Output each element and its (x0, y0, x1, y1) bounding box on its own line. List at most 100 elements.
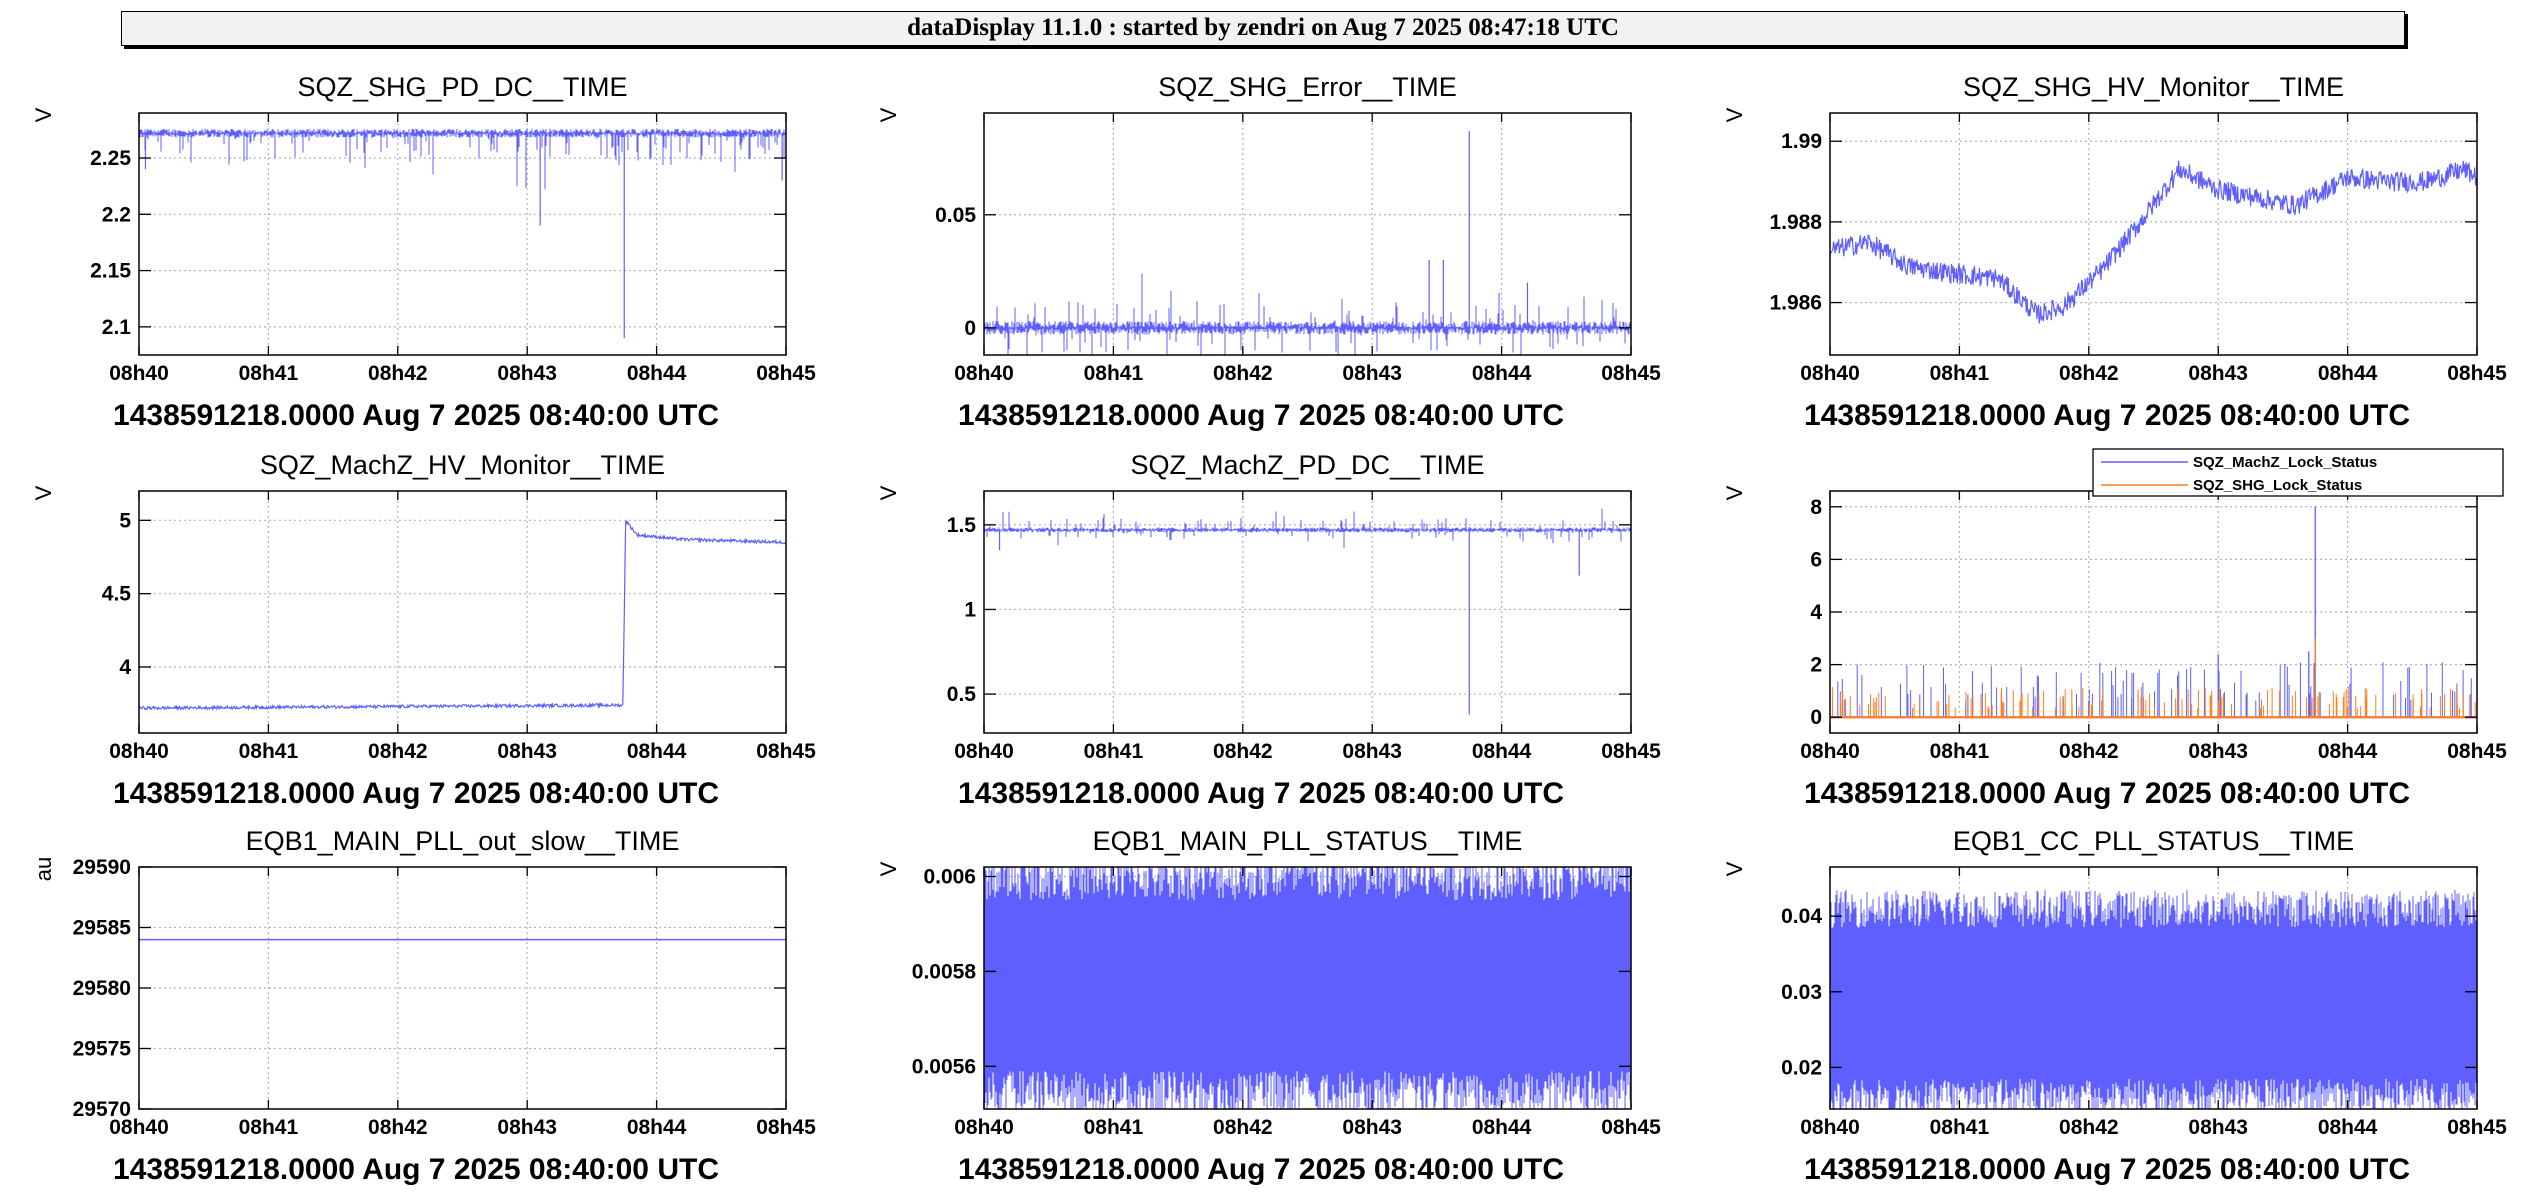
y-tick-label: 1 (964, 598, 976, 621)
plot-frame (983, 112, 1632, 356)
legend: SQZ_MachZ_Lock_Status SQZ_SHG_Lock_Status (2092, 448, 2504, 497)
y-axis-label: V (31, 107, 56, 122)
y-axis-label: V (876, 861, 901, 876)
x-tick-label: 08h41 (1930, 362, 1990, 385)
y-tick-label: 5 (119, 509, 131, 532)
x-tick-label: 08h45 (2447, 1116, 2507, 1139)
y-tick-label: 0.03 (1781, 981, 1822, 1004)
time-caption: 1438591218.0000 Aug 7 2025 08:40:00 UTC (958, 777, 1564, 810)
x-tick-label: 08h44 (627, 362, 687, 385)
legend-box (2092, 448, 2504, 497)
x-tick-label: 08h44 (627, 1116, 687, 1139)
time-caption: 1438591218.0000 Aug 7 2025 08:40:00 UTC (1804, 399, 2410, 432)
plot-area (139, 491, 786, 733)
x-tick-label: 08h45 (2447, 740, 2507, 763)
x-tick-label: 08h42 (1213, 740, 1273, 763)
y-tick-label: 4.5 (102, 583, 132, 606)
x-tick-label: 08h43 (1342, 740, 1402, 763)
x-tick-label: 08h42 (1213, 362, 1273, 385)
plot-area (1830, 491, 2477, 733)
x-tick-label: 08h42 (1213, 1116, 1273, 1139)
y-tick-label: 1.986 (1769, 292, 1822, 315)
x-tick-label: 08h43 (497, 1116, 557, 1139)
y-tick-label: 2.25 (90, 147, 131, 170)
x-tick-label: 08h41 (239, 1116, 299, 1139)
series-sqz-machz-lock-status (1837, 662, 2472, 718)
y-tick-label: 29570 (73, 1098, 131, 1121)
series-group (1830, 506, 2477, 719)
y-tick-label: 29585 (73, 917, 132, 940)
y-tick-label: 0.02 (1781, 1056, 1822, 1079)
y-tick-label: 4 (1810, 601, 1822, 624)
x-tick-label: 08h42 (368, 740, 428, 763)
y-tick-label: 0.0056 (912, 1055, 976, 1078)
x-tick-label: 08h41 (1084, 740, 1144, 763)
series-8-1 (983, 867, 1632, 1109)
y-tick-label: 0.04 (1781, 905, 1822, 928)
series-group (138, 128, 787, 339)
window-title-bar: dataDisplay 11.1.0 : started by zendri o… (121, 11, 2405, 46)
chart-panel-6: 08h40 08h41 08h42 08h43 08h44 08h45 0 2 4 6 8 V 1438… (1722, 448, 2507, 810)
chart-panel-9: 08h40 08h41 08h42 08h43 08h44 08h45 0.02 0.03 0.… (1722, 826, 2507, 1186)
plot-area (1830, 113, 2477, 355)
x-tick-label: 08h45 (756, 740, 816, 763)
series-4-1 (138, 520, 787, 712)
x-tick-label: 08h41 (1930, 1116, 1990, 1139)
x-tick-label: 08h44 (1472, 740, 1532, 763)
y-tick-label: 0.05 (935, 204, 976, 227)
y-tick-label: 1.988 (1769, 211, 1822, 234)
series-group (983, 131, 1632, 355)
chart-title: SQZ_SHG_PD_DC__TIME (297, 72, 627, 102)
x-tick-label: 08h40 (109, 1116, 169, 1139)
y-axis-label: V (876, 485, 901, 500)
y-tick-label: 1.99 (1781, 130, 1822, 153)
x-tick-label: 08h43 (2188, 1116, 2248, 1139)
plot-frame (1829, 112, 2478, 356)
chart-title: SQZ_MachZ_HV_Monitor__TIME (260, 450, 665, 480)
x-tick-label: 08h43 (2188, 362, 2248, 385)
chart-panel-7: 08h40 08h41 08h42 08h43 08h44 08h45 29570 29575… (31, 826, 816, 1186)
chart-title: EQB1_MAIN_PLL_out_slow__TIME (246, 826, 680, 856)
y-tick-label: 0.0058 (912, 960, 977, 983)
y-tick-label: 0.5 (947, 683, 977, 706)
x-tick-label: 08h41 (239, 362, 299, 385)
y-axis-label: V (876, 107, 901, 122)
y-axis-label: V (1722, 485, 1747, 500)
time-caption: 1438591218.0000 Aug 7 2025 08:40:00 UTC (1804, 777, 2410, 810)
y-tick-label: 29575 (73, 1038, 132, 1061)
plot-area (139, 867, 786, 1109)
series-group (1829, 889, 2478, 1109)
x-tick-label: 08h40 (954, 740, 1014, 763)
x-tick-label: 08h42 (368, 362, 428, 385)
series-3-1 (1829, 160, 2478, 324)
x-tick-label: 08h44 (2318, 362, 2378, 385)
x-tick-label: 08h43 (497, 740, 557, 763)
plot-frame (983, 866, 1632, 1110)
chart-panel-8: 08h40 08h41 08h42 08h43 08h44 08h45 0.0056 0.00… (876, 826, 1661, 1186)
plot-area (139, 113, 786, 355)
plot-frame (138, 112, 787, 356)
x-tick-label: 08h40 (1800, 1116, 1860, 1139)
chart-title: SQZ_MachZ_PD_DC__TIME (1130, 450, 1484, 480)
x-tick-label: 08h44 (1472, 1116, 1532, 1139)
series-sqz-shg-lock-status (1832, 686, 2476, 718)
legend-label: SQZ_SHG_Lock_Status (2193, 477, 2362, 494)
time-caption: 1438591218.0000 Aug 7 2025 08:40:00 UTC (958, 399, 1564, 432)
x-tick-label: 08h42 (2059, 362, 2119, 385)
y-axis-label: au (31, 857, 56, 881)
time-caption: 1438591218.0000 Aug 7 2025 08:40:00 UTC (113, 399, 719, 432)
plot-frame (138, 490, 787, 734)
series-group (1829, 160, 2478, 324)
plot-area (984, 113, 1631, 355)
chart-panel-5: 08h40 08h41 08h42 08h43 08h44 08h45 0.5 1 1.5 V SQ… (876, 450, 1661, 810)
x-tick-label: 08h41 (1930, 740, 1990, 763)
chart-panel-2: 08h40 08h41 08h42 08h43 08h44 08h45 0 0.05 V SQZ_… (876, 72, 1661, 432)
legend-label: SQZ_MachZ_Lock_Status (2193, 454, 2377, 471)
y-tick-label: 4 (119, 656, 131, 679)
time-caption: 1438591218.0000 Aug 7 2025 08:40:00 UTC (113, 777, 719, 810)
time-caption: 1438591218.0000 Aug 7 2025 08:40:00 UTC (1804, 1153, 2410, 1186)
x-tick-label: 08h41 (239, 740, 299, 763)
x-tick-label: 08h40 (1800, 362, 1860, 385)
y-tick-label: 0 (1810, 706, 1822, 729)
